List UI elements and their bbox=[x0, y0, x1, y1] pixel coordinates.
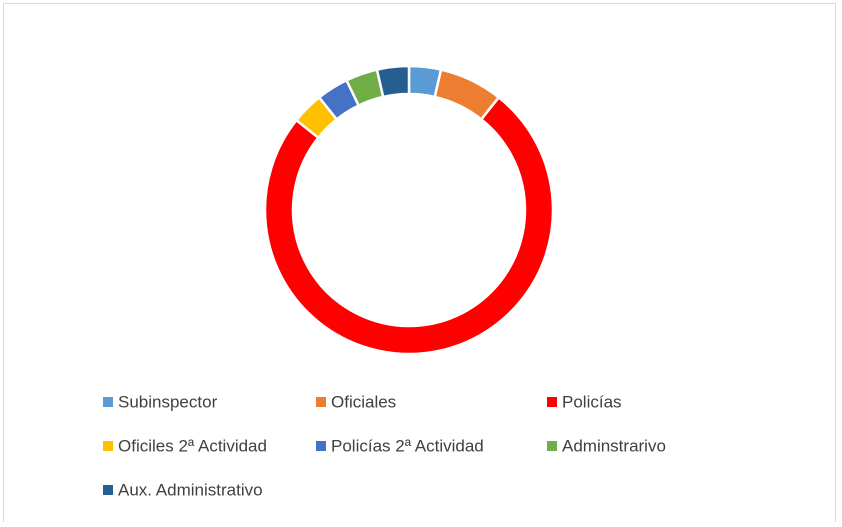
legend-marker bbox=[316, 441, 326, 451]
legend-label: Adminstrarivo bbox=[562, 436, 666, 455]
legend-marker bbox=[103, 441, 113, 451]
legend-marker bbox=[103, 397, 113, 407]
legend-label: Oficiales bbox=[331, 392, 396, 411]
legend-marker bbox=[547, 441, 557, 451]
legend-label: Oficiles 2ª Actividad bbox=[118, 436, 267, 455]
legend-marker bbox=[103, 485, 113, 495]
donut-slice bbox=[375, 64, 411, 99]
legend-marker bbox=[316, 397, 326, 407]
legend-label: Policías 2ª Actividad bbox=[331, 436, 484, 455]
legend-label: Aux. Administrativo bbox=[118, 480, 263, 499]
legend-label: Subinspector bbox=[118, 392, 218, 411]
donut-slice bbox=[263, 95, 555, 356]
legend-marker bbox=[547, 397, 557, 407]
legend-label: Policías bbox=[562, 392, 622, 411]
